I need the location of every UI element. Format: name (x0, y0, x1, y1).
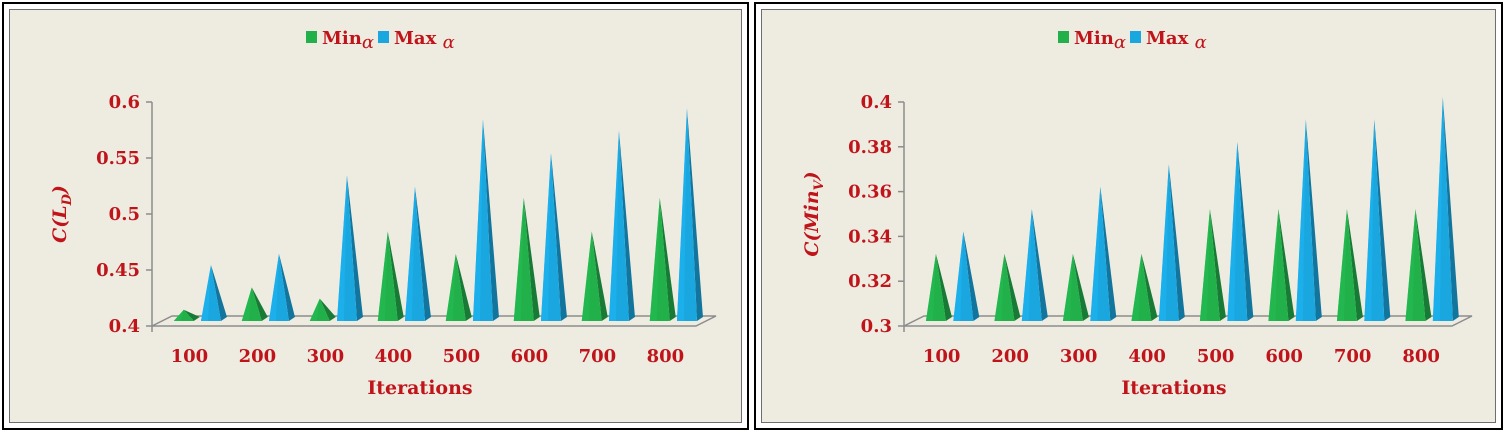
cone-max (1021, 209, 1048, 321)
x-tick-label: 400 (375, 346, 413, 367)
y-tick-label: 0.38 (848, 137, 892, 158)
cone-min (1062, 253, 1089, 321)
chart-floor (903, 315, 1473, 327)
cone-max (953, 231, 980, 321)
cone-min (1199, 209, 1226, 321)
y-axis-label: C(LD) (49, 185, 75, 243)
cone-max (608, 130, 635, 321)
cone-chart-svg: Minα Max α 0.3 0.32 0.34 0.36 0.38 0.4 100 200 300… (801, 28, 1473, 399)
y-tick-label: 0.55 (96, 148, 140, 169)
cone-max (268, 253, 295, 321)
x-tick-label: 700 (579, 346, 617, 367)
cone-max (336, 175, 363, 321)
cone-chart-svg: Minα Max α 0.4 0.45 0.5 0.55 0.6 100 200 300 400 50… (49, 28, 717, 399)
cone-min (1131, 253, 1158, 321)
legend-label: Minα (322, 28, 374, 53)
cone-min (241, 287, 268, 321)
cone-min (1268, 209, 1295, 321)
y-tick-label: 0.45 (96, 260, 140, 281)
cone-min (925, 253, 952, 321)
y-axis-label: C(MinV) (801, 171, 827, 256)
y-tick-label: 0.4 (861, 92, 892, 113)
x-tick-label: 500 (443, 346, 481, 367)
cone-max (540, 153, 567, 321)
x-tick-label: 300 (1060, 346, 1098, 367)
chart-panel-right: Minα Max α 0.3 0.32 0.34 0.36 0.38 0.4 100 200 300… (754, 2, 1503, 430)
x-tick-label: 600 (511, 346, 549, 367)
cone-min (173, 309, 200, 321)
cone-max (676, 108, 703, 321)
legend-label: Minα (1074, 28, 1126, 53)
cone-max (1432, 97, 1459, 321)
cone-min (513, 197, 540, 321)
cone-min (994, 253, 1021, 321)
cone-max (1090, 186, 1117, 321)
cone-max (1295, 119, 1322, 322)
y-tick-label: 0.34 (848, 226, 892, 247)
legend-label: Max α (1146, 28, 1207, 53)
y-tick-label: 0.4 (109, 316, 140, 337)
x-tick-label: 200 (991, 346, 1029, 367)
x-tick-label: 300 (307, 346, 345, 367)
legend: Minα Max α (1058, 28, 1207, 53)
x-tick-label: 400 (1128, 346, 1166, 367)
cone-min (1405, 209, 1432, 321)
cone-max (404, 186, 431, 321)
legend: Minα Max α (306, 28, 455, 53)
x-tick-label: 100 (171, 346, 209, 367)
x-tick-label: 500 (1197, 346, 1235, 367)
cone-min (1336, 209, 1363, 321)
x-tick-label: 200 (239, 346, 277, 367)
cone-min (581, 231, 608, 321)
chart-floor (151, 315, 717, 327)
x-tick-label: 800 (647, 346, 685, 367)
cone-min (377, 231, 404, 321)
x-tick-label: 600 (1265, 346, 1303, 367)
x-tick-label: 100 (923, 346, 961, 367)
y-tick-label: 0.3 (861, 316, 892, 337)
x-tick-label: 700 (1334, 346, 1372, 367)
x-tick-label: 800 (1402, 346, 1440, 367)
cone-min (649, 197, 676, 321)
chart-panel-left: Minα Max α 0.4 0.45 0.5 0.55 0.6 100 200 300 400 50… (2, 2, 749, 430)
cone-max (200, 265, 227, 321)
cone-min (445, 253, 472, 321)
legend-swatch (1130, 31, 1141, 43)
cone-max (1158, 164, 1185, 321)
y-tick-label: 0.6 (109, 92, 140, 113)
x-axis-label: Iterations (1121, 377, 1226, 399)
cone-max (1364, 119, 1391, 322)
legend-swatch (1058, 31, 1069, 43)
legend-label: Max α (394, 28, 455, 53)
cone-max (1227, 141, 1254, 321)
legend-swatch (378, 31, 389, 43)
cone-max (472, 119, 499, 322)
legend-swatch (306, 31, 317, 43)
x-axis-label: Iterations (367, 377, 472, 399)
y-tick-label: 0.5 (109, 204, 140, 225)
cone-min (309, 298, 336, 321)
y-tick-label: 0.32 (848, 271, 892, 292)
y-tick-label: 0.36 (848, 182, 892, 203)
